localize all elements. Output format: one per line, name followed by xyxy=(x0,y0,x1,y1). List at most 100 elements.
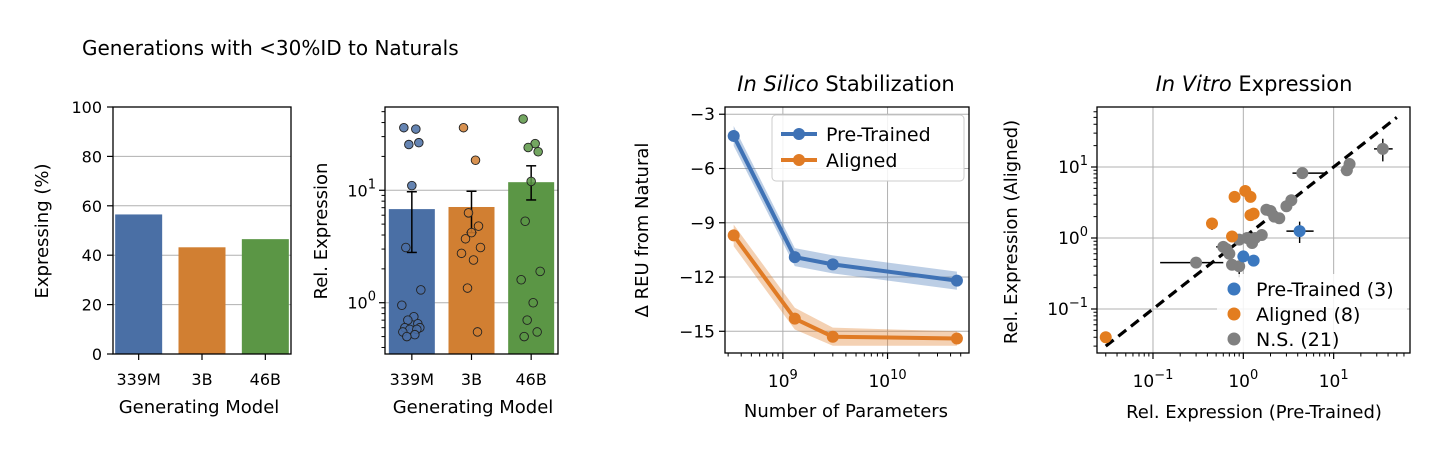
p3-y-ticks: −3 −6 −9 −12 −15 xyxy=(679,105,725,342)
p2-point xyxy=(519,331,529,342)
p1-ylabel: Expressing (%) xyxy=(32,164,53,299)
p2-point xyxy=(522,315,532,325)
p3-ytick-label: −12 xyxy=(679,268,715,288)
p4-point xyxy=(1376,142,1389,155)
p2-point xyxy=(458,122,469,133)
p4-point xyxy=(1228,190,1241,203)
p1-xlabel: Generating Model xyxy=(119,397,280,418)
p4-point xyxy=(1255,229,1268,242)
p2-point xyxy=(530,138,540,149)
p2-x-ticks: 339M 3B 46B xyxy=(390,354,547,389)
p1-ytick-label: 100 xyxy=(71,98,102,117)
p3-series-line-1 xyxy=(732,234,957,341)
p2-point xyxy=(407,180,417,191)
p2-point xyxy=(410,329,420,340)
p4-legend-marker xyxy=(1227,307,1241,321)
p2-point xyxy=(397,300,407,310)
p2-point xyxy=(414,137,424,148)
p2-point xyxy=(401,242,411,253)
p4-legend-label: Pre-Trained (3) xyxy=(1256,279,1394,301)
p3-series-point xyxy=(727,129,740,142)
p4-point xyxy=(1233,260,1246,273)
p2-xtick-label: 339M xyxy=(390,370,434,389)
p3-x-ticks: 109 1010 xyxy=(727,353,962,392)
p3-ytick-label: −3 xyxy=(690,105,715,125)
p1-ytick-label: 80 xyxy=(82,147,102,166)
p4-point xyxy=(1246,237,1259,250)
p2-point xyxy=(518,114,528,124)
p3-series-point xyxy=(826,258,839,271)
p4-point xyxy=(1273,212,1286,225)
p1-bar-3B xyxy=(178,247,226,354)
p2-y-ticks: 100 101 xyxy=(347,111,385,348)
p3-series-point xyxy=(788,251,801,264)
p2-point xyxy=(528,297,538,308)
p1-xtick-label: 339M xyxy=(116,370,160,389)
p1-ytick-label: 60 xyxy=(82,197,102,216)
p4-point xyxy=(1285,194,1298,207)
p4-legend-marker xyxy=(1227,332,1241,346)
p2-ylabel: Rel. Expression xyxy=(311,163,332,300)
p2-point xyxy=(473,221,484,231)
p4-point xyxy=(1190,256,1203,269)
p4-ytick-label: 10−1 xyxy=(1047,296,1088,320)
p3-legend-marker xyxy=(793,154,805,166)
p2-point xyxy=(532,327,542,337)
p3-series-point xyxy=(950,332,963,345)
p4-point xyxy=(1343,158,1356,171)
p3-ytick-label: −15 xyxy=(679,322,715,342)
p4-legend-label: N.S. (21) xyxy=(1256,329,1339,351)
p2-point xyxy=(520,216,530,227)
p3-xtick-label: 109 xyxy=(768,368,798,392)
p4-ytick-label: 100 xyxy=(1058,225,1088,249)
p3-frame xyxy=(724,106,970,354)
p4-point xyxy=(1247,254,1260,267)
p3-xlabel: Number of Parameters xyxy=(744,401,948,422)
p4-identity-line xyxy=(1104,116,1398,348)
p2-point xyxy=(533,147,543,157)
p2-xtick-label: 3B xyxy=(461,370,482,389)
p2-ytick-label: 101 xyxy=(347,177,376,200)
p4-legend: Pre-Trained (3) Aligned (8) N.S. (21) xyxy=(1217,274,1407,352)
p3-series-point xyxy=(826,330,839,343)
p4-x-ticks: 10−1 100 101 xyxy=(1105,353,1405,392)
p2-point xyxy=(402,331,412,342)
p3-band-1 xyxy=(733,224,957,346)
p3-legend-box xyxy=(771,114,965,182)
p4-point xyxy=(1264,205,1277,218)
p4-frame xyxy=(1096,106,1411,354)
p1-xtick-label: 3B xyxy=(191,370,212,389)
p2-point xyxy=(404,139,414,150)
p3-legend: Pre-Trained Aligned xyxy=(771,114,965,182)
p1-ytick-label: 0 xyxy=(92,345,102,364)
p4-legend-marker xyxy=(1227,282,1241,296)
p2-point xyxy=(399,122,409,133)
p4-legend-label: Aligned (8) xyxy=(1256,304,1360,326)
p2-point xyxy=(523,142,533,153)
p3-xtick-label: 1010 xyxy=(868,368,906,392)
figure-suptitle: Generations with <30%ID to Naturals xyxy=(82,36,459,60)
p1-x-ticks: 339M 3B 46B xyxy=(116,354,281,389)
p2-point xyxy=(416,285,426,295)
p4-xtick-label: 100 xyxy=(1228,368,1258,392)
p2-points xyxy=(397,114,545,342)
p4-points xyxy=(1099,142,1389,344)
p3-lines xyxy=(727,129,963,345)
p2-bar-46B xyxy=(508,182,555,354)
p2-ytick-label: 100 xyxy=(347,290,376,313)
p2-point xyxy=(460,234,471,244)
p1-ytick-label: 20 xyxy=(82,296,102,315)
p4-point xyxy=(1244,190,1257,203)
panel-in-silico: In Silico Stabilization −3 −6 −9 −12 −15 109… xyxy=(632,72,970,422)
p3-ytick-label: −9 xyxy=(690,214,715,234)
p2-point xyxy=(516,275,526,285)
p3-title: In Silico Stabilization xyxy=(737,72,954,96)
p3-legend-label: Aligned xyxy=(826,150,897,172)
p4-point xyxy=(1296,167,1309,180)
p1-ytick-label: 40 xyxy=(82,246,102,265)
p4-point xyxy=(1247,207,1260,220)
p2-point xyxy=(456,248,467,259)
